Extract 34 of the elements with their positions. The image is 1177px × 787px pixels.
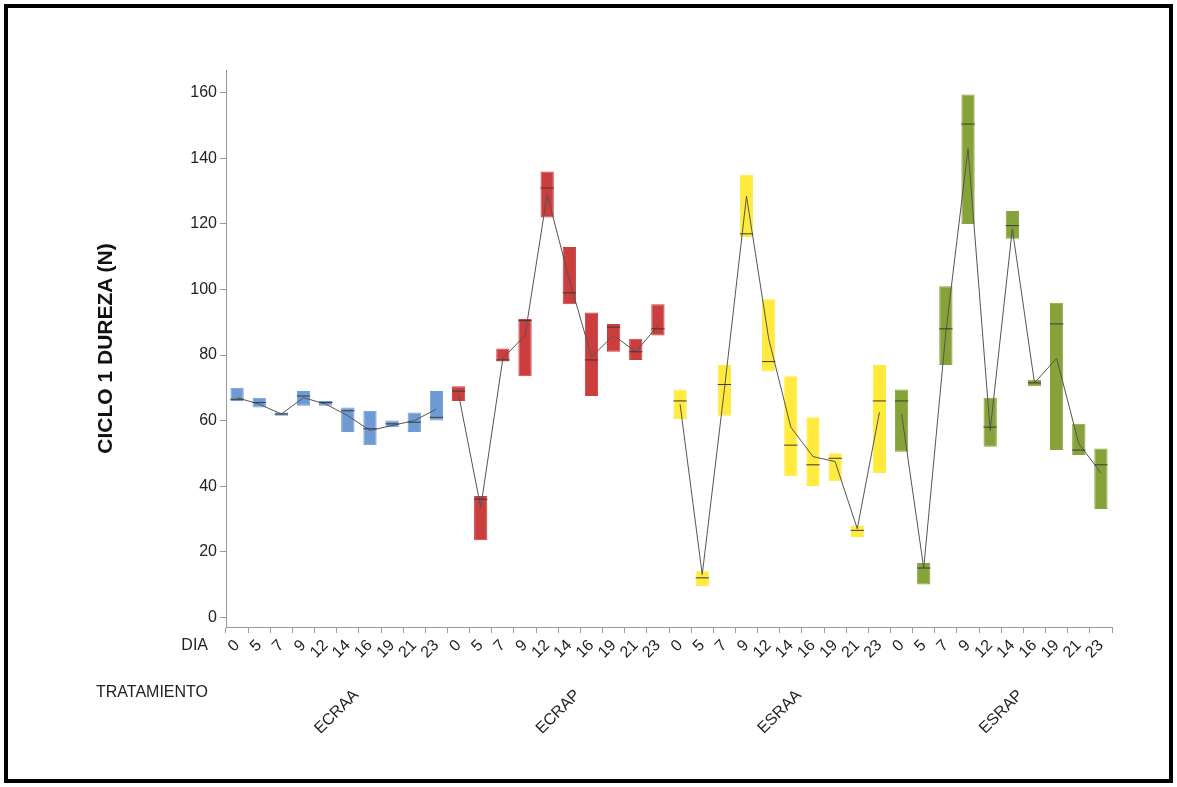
y-tick-label: 160 [190,83,218,101]
y-tick-label: 0 [208,607,218,625]
x-tick-label: 0 [445,635,464,655]
x-tick-label: 7 [489,635,509,655]
y-tick-label: 140 [190,148,218,166]
x-tick-label: 19 [594,635,619,661]
x-tick-label: 7 [932,635,952,655]
y-tick-label: 20 [199,542,218,560]
x-tick-label: 7 [711,635,730,655]
x-tick-label: 16 [572,635,597,661]
x-tick-label: 12 [749,635,774,661]
x-tick-label: 5 [246,635,265,655]
y-tick-label: 100 [190,279,218,297]
y-tick-label: 60 [199,410,218,428]
x-tick-label: 23 [860,635,885,661]
x-tick-label: 5 [910,635,930,655]
x-tick-label: 0 [223,635,243,655]
x-tick-label: 5 [467,635,487,655]
x-tick-label: 19 [1037,635,1062,661]
x-tick-label: 9 [733,635,752,655]
x-tick-label: 23 [417,635,442,661]
y-axis-title: CICLO 1 DUREZA (N) [93,243,117,454]
y-tick-label: 120 [190,214,218,232]
y-tick-label: 40 [199,476,218,494]
x-tick-label: 5 [689,635,708,655]
x-tick-label: 0 [666,635,686,655]
x-tick-label: 12 [306,635,331,661]
x-tick-label: 9 [290,635,309,655]
x-tick-label: 0 [888,635,907,655]
x-tick-label: 16 [1015,635,1040,661]
text: TRATAMIENTO [96,683,208,701]
x-tick-label: 7 [268,635,287,655]
text: DIA [181,636,209,654]
y-tick-label: 80 [199,345,218,363]
